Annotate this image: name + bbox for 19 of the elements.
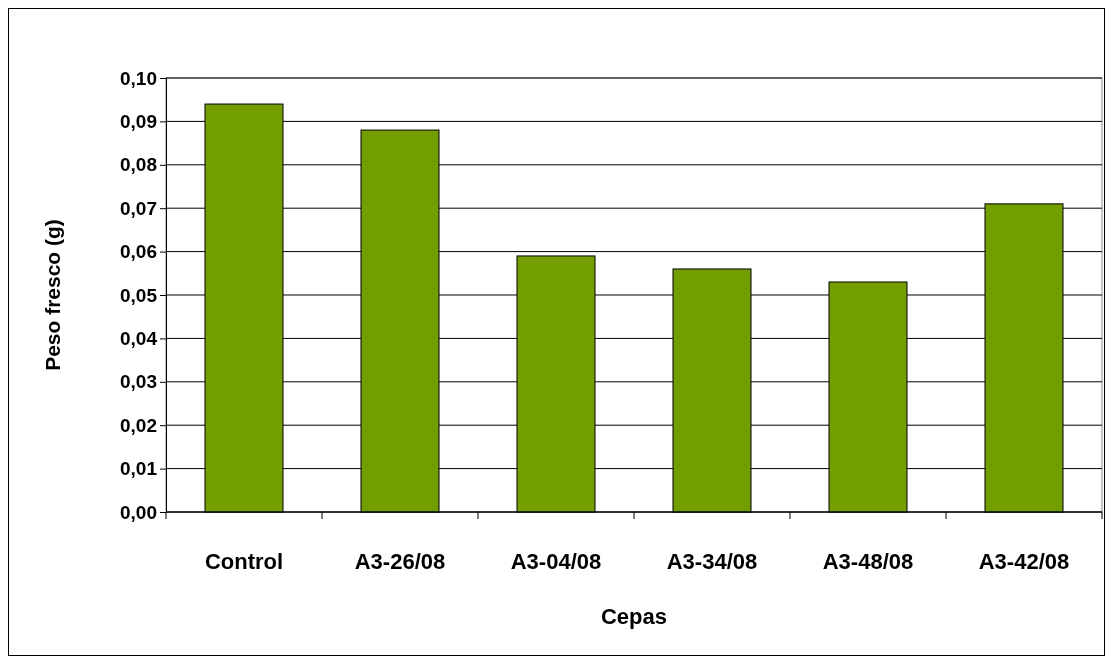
y-tick-label: 0,06: [120, 241, 157, 263]
x-tick-label: A3-26/08: [354, 549, 446, 574]
y-tick-label: 0,05: [120, 284, 158, 306]
y-tick-label: 0,10: [120, 67, 157, 89]
x-tick-label: A3-04/08: [510, 549, 602, 574]
x-axis-title: Cepas: [600, 604, 668, 629]
y-axis-title: Peso fresco (g): [41, 219, 64, 371]
y-tick-label: 0,07: [120, 197, 157, 219]
y-tick-label: 0,00: [120, 501, 157, 523]
x-tick-label: A3-34/08: [666, 549, 758, 574]
y-tick-label: 0,03: [120, 371, 157, 393]
y-tick-label: 0,02: [120, 414, 157, 436]
y-tick-label: 0,08: [120, 154, 157, 176]
y-tick-label: 0,01: [120, 458, 158, 480]
y-tick-label: 0,09: [120, 110, 157, 132]
y-tick-label: 0,04: [120, 327, 158, 349]
x-tick-label: A3-48/08: [822, 549, 914, 574]
x-tick-label: A3-42/08: [978, 549, 1070, 574]
x-tick-label: Control: [204, 549, 284, 574]
